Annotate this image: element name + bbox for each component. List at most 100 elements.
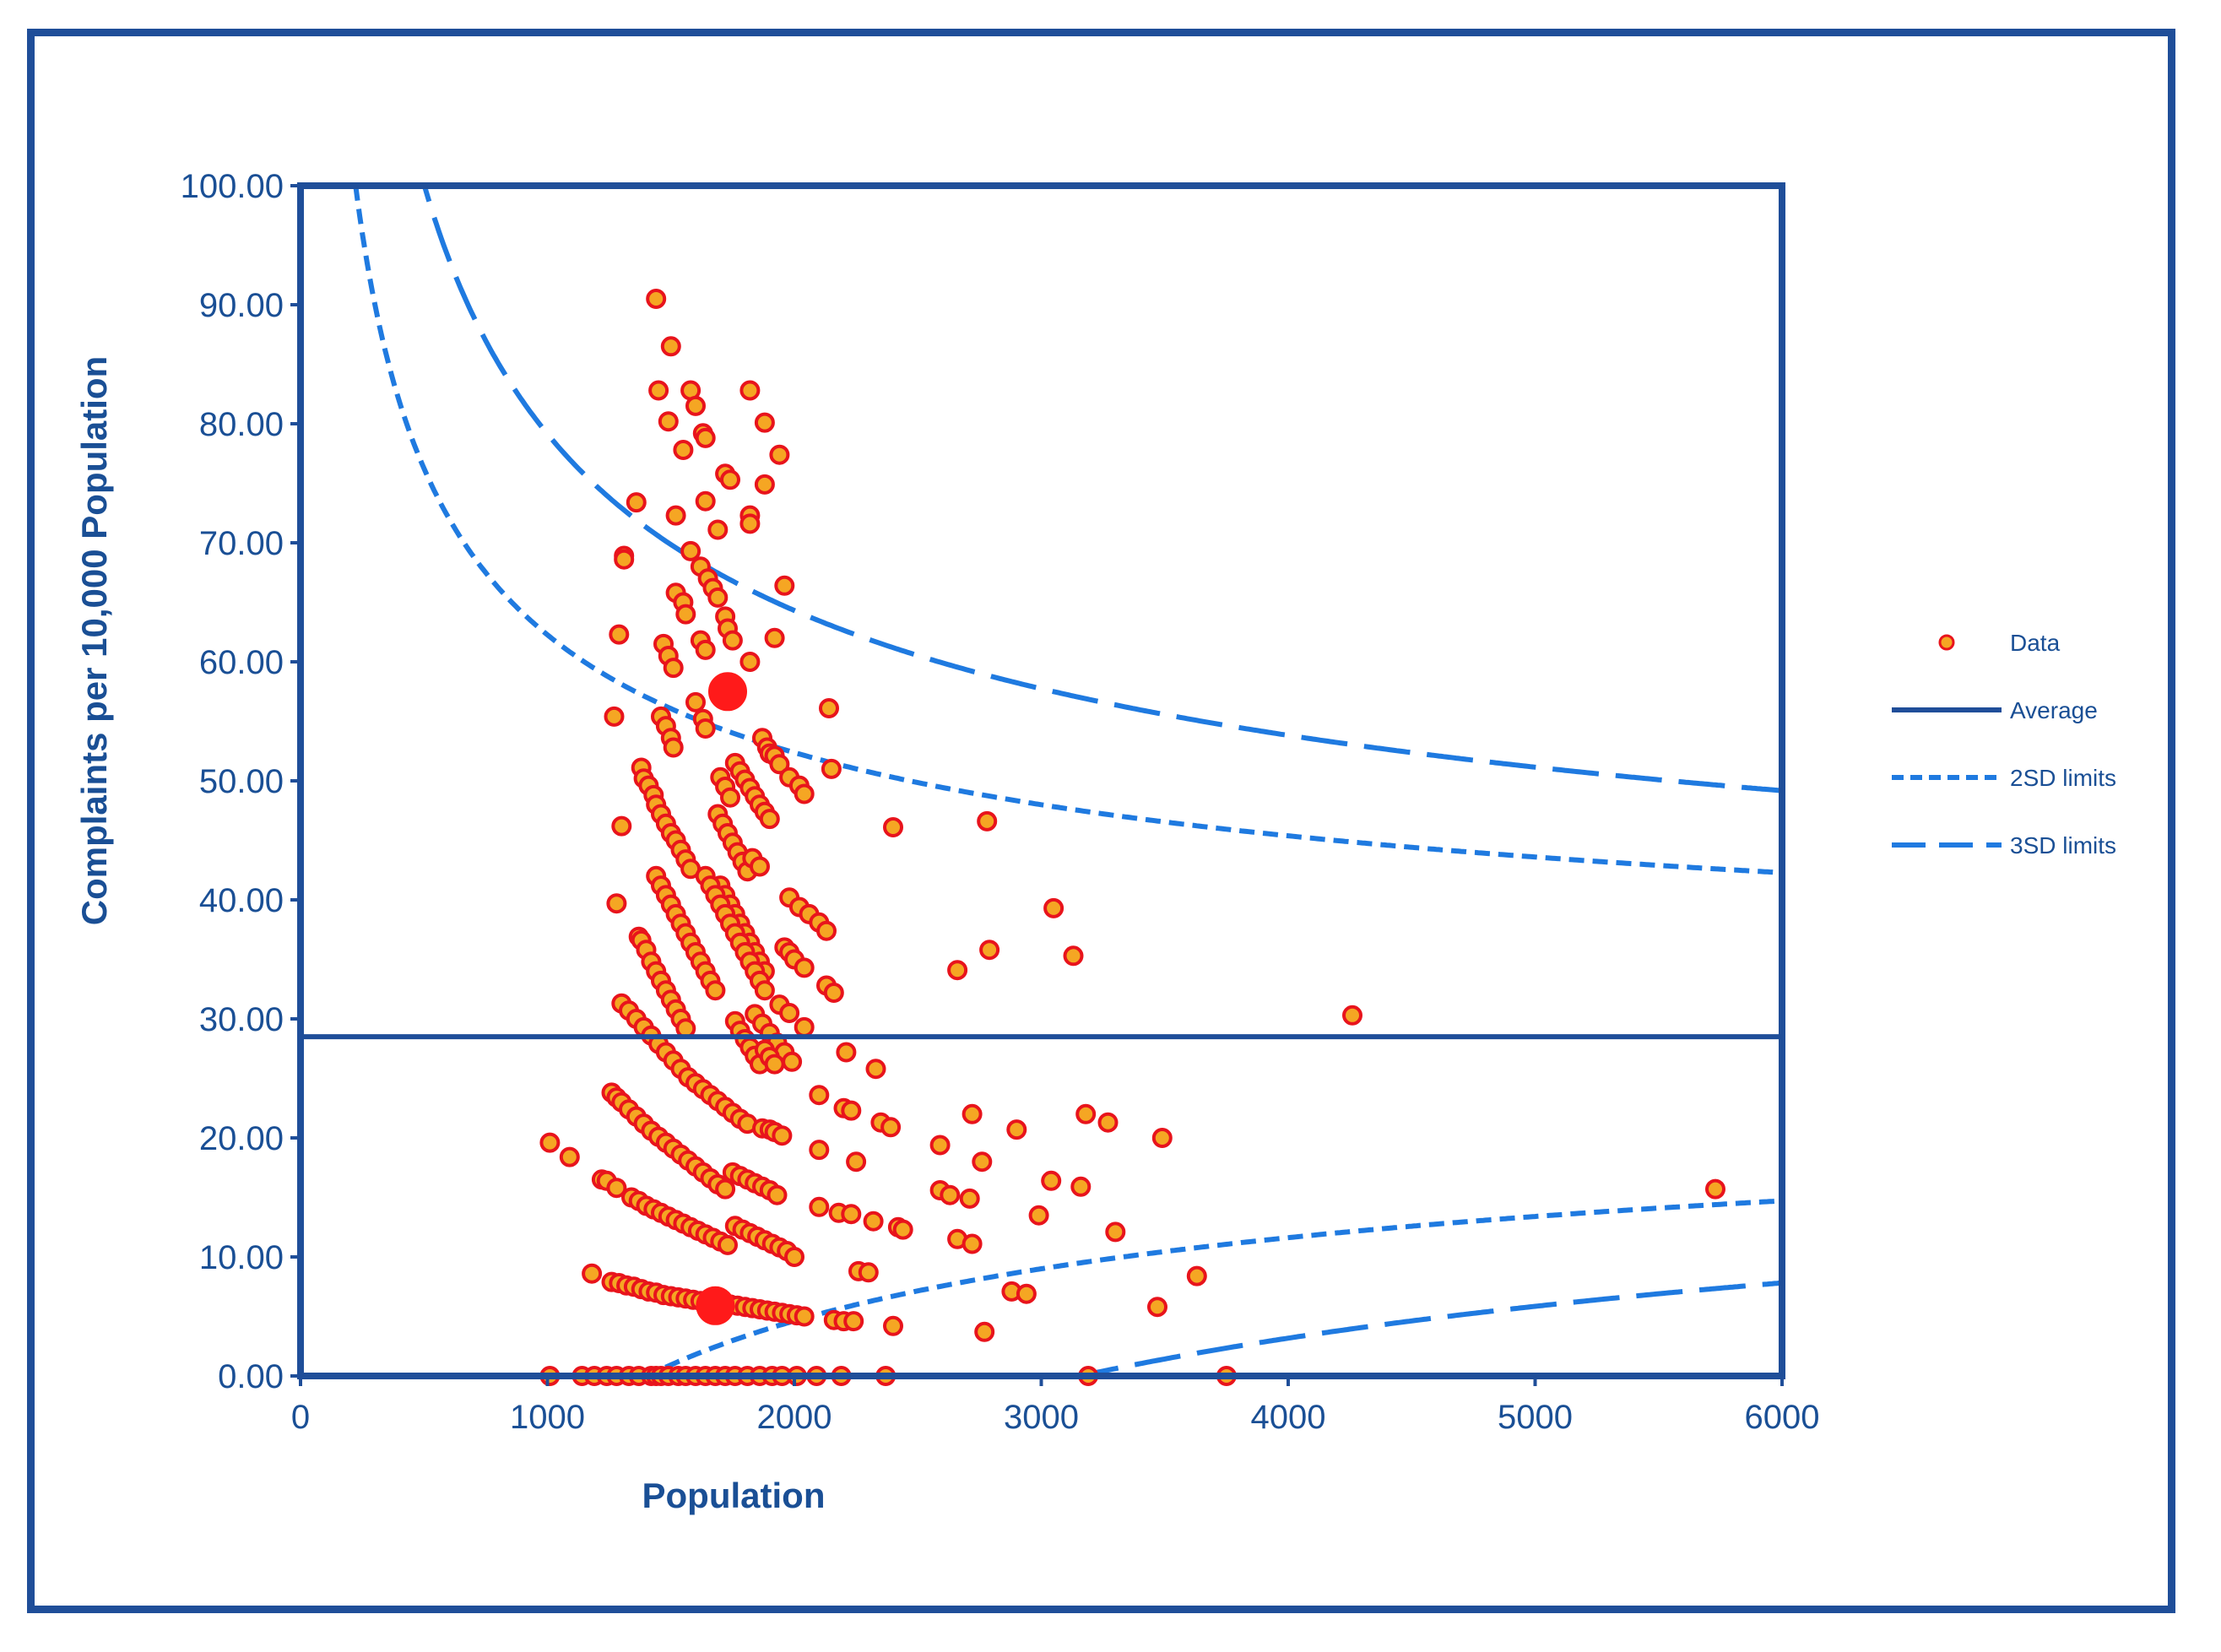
data-point [754, 412, 775, 433]
data-point [794, 1016, 815, 1037]
data-point [809, 1140, 830, 1161]
data-point [1151, 1128, 1173, 1148]
legend-label: 3SD limits [2010, 832, 2116, 858]
data-point [609, 624, 630, 645]
data-point [658, 411, 679, 432]
data-point [663, 658, 684, 679]
data-point [1006, 1119, 1027, 1140]
data-point [959, 1188, 980, 1209]
data-point [539, 1132, 561, 1153]
x-tick-label: 3000 [1004, 1399, 1079, 1436]
data-point [1147, 1297, 1167, 1318]
data-point [940, 1184, 961, 1205]
data-point [1097, 1112, 1119, 1133]
data-point [720, 469, 740, 490]
data-point [880, 1117, 902, 1138]
data-point [718, 1234, 738, 1255]
data-point [1028, 1205, 1049, 1226]
data-point [883, 1315, 903, 1336]
data-point [754, 474, 775, 495]
data-point [1070, 1176, 1092, 1197]
data-point [611, 815, 632, 837]
data-point [794, 957, 815, 978]
data-point [1342, 1005, 1362, 1026]
data-point [929, 1135, 951, 1156]
data-point [559, 1146, 580, 1167]
data-point [759, 809, 780, 830]
data-point [707, 587, 729, 608]
data-point [769, 754, 790, 775]
data-point [794, 783, 815, 804]
data-point [977, 810, 998, 831]
data-point [809, 1085, 830, 1106]
data-point [695, 427, 716, 448]
y-tick-label: 70.00 [199, 525, 284, 562]
data-point [1041, 1170, 1062, 1191]
data-point [841, 1100, 862, 1121]
y-tick-label: 60.00 [199, 644, 284, 681]
data-point [821, 758, 842, 779]
data-point [892, 1219, 913, 1240]
data-point [883, 817, 903, 837]
data-point [858, 1262, 879, 1283]
data-point [582, 1263, 603, 1284]
legend: Data Average 2SD limits 3SD limits [1892, 630, 2116, 858]
data-point [784, 1247, 804, 1267]
data-point [705, 980, 726, 1001]
data-point [962, 1103, 983, 1124]
y-tick-label: 0.00 [218, 1358, 284, 1395]
data-point [823, 983, 844, 1003]
data-point [972, 1151, 993, 1173]
x-tick-label: 6000 [1745, 1399, 1820, 1436]
data-point [979, 940, 1000, 961]
data-point [695, 639, 716, 660]
data-point [767, 1184, 788, 1205]
data-point [764, 627, 785, 648]
y-tick-label: 100.00 [181, 168, 284, 205]
data-point [675, 604, 696, 625]
data-point [754, 980, 775, 1001]
data-point [695, 718, 716, 739]
data-point [626, 492, 647, 513]
data-point [816, 920, 837, 941]
upper-3sd-limit [421, 186, 1782, 794]
data-point [772, 1125, 793, 1146]
data-point [846, 1151, 867, 1173]
x-tick-label: 2000 [757, 1399, 832, 1436]
highlighted-point [696, 1286, 735, 1325]
data-point [863, 1211, 884, 1232]
x-tick-label: 1000 [510, 1399, 585, 1436]
data-point [836, 1042, 857, 1063]
data-point [1705, 1178, 1725, 1200]
plot-area-border [297, 182, 1785, 1379]
data-point [663, 737, 684, 758]
data-point [782, 1051, 803, 1072]
data-point [739, 652, 761, 672]
data-point [841, 1204, 862, 1225]
y-tick-label: 40.00 [199, 882, 284, 919]
data-point [606, 1178, 627, 1199]
data-point [962, 1233, 983, 1254]
data-point [974, 1321, 995, 1342]
data-point [722, 630, 743, 651]
data-point [680, 540, 702, 561]
x-tick-label: 5000 [1498, 1399, 1573, 1436]
chart: 0 1000 2000 3000 4000 5000 6000 0.00 10.00 20.00 3… [74, 168, 2116, 1515]
y-tick-label: 90.00 [199, 287, 284, 324]
x-tick-label: 4000 [1251, 1399, 1326, 1436]
data-point [769, 444, 790, 465]
data-point [606, 893, 627, 914]
data-point [779, 1003, 800, 1023]
data-point [707, 519, 729, 540]
data-point [750, 856, 770, 877]
data-point [695, 490, 716, 512]
lower-2sd-limit [312, 1198, 1782, 1376]
legend-label: Average [2010, 697, 2098, 723]
data-point [660, 336, 681, 357]
data-point [1105, 1221, 1126, 1243]
data-point [843, 1311, 864, 1332]
highlighted-point [708, 672, 747, 712]
data-point [685, 395, 706, 416]
y-axis-title: Complaints per 10,000 Population [74, 356, 114, 925]
data-point [774, 575, 795, 596]
